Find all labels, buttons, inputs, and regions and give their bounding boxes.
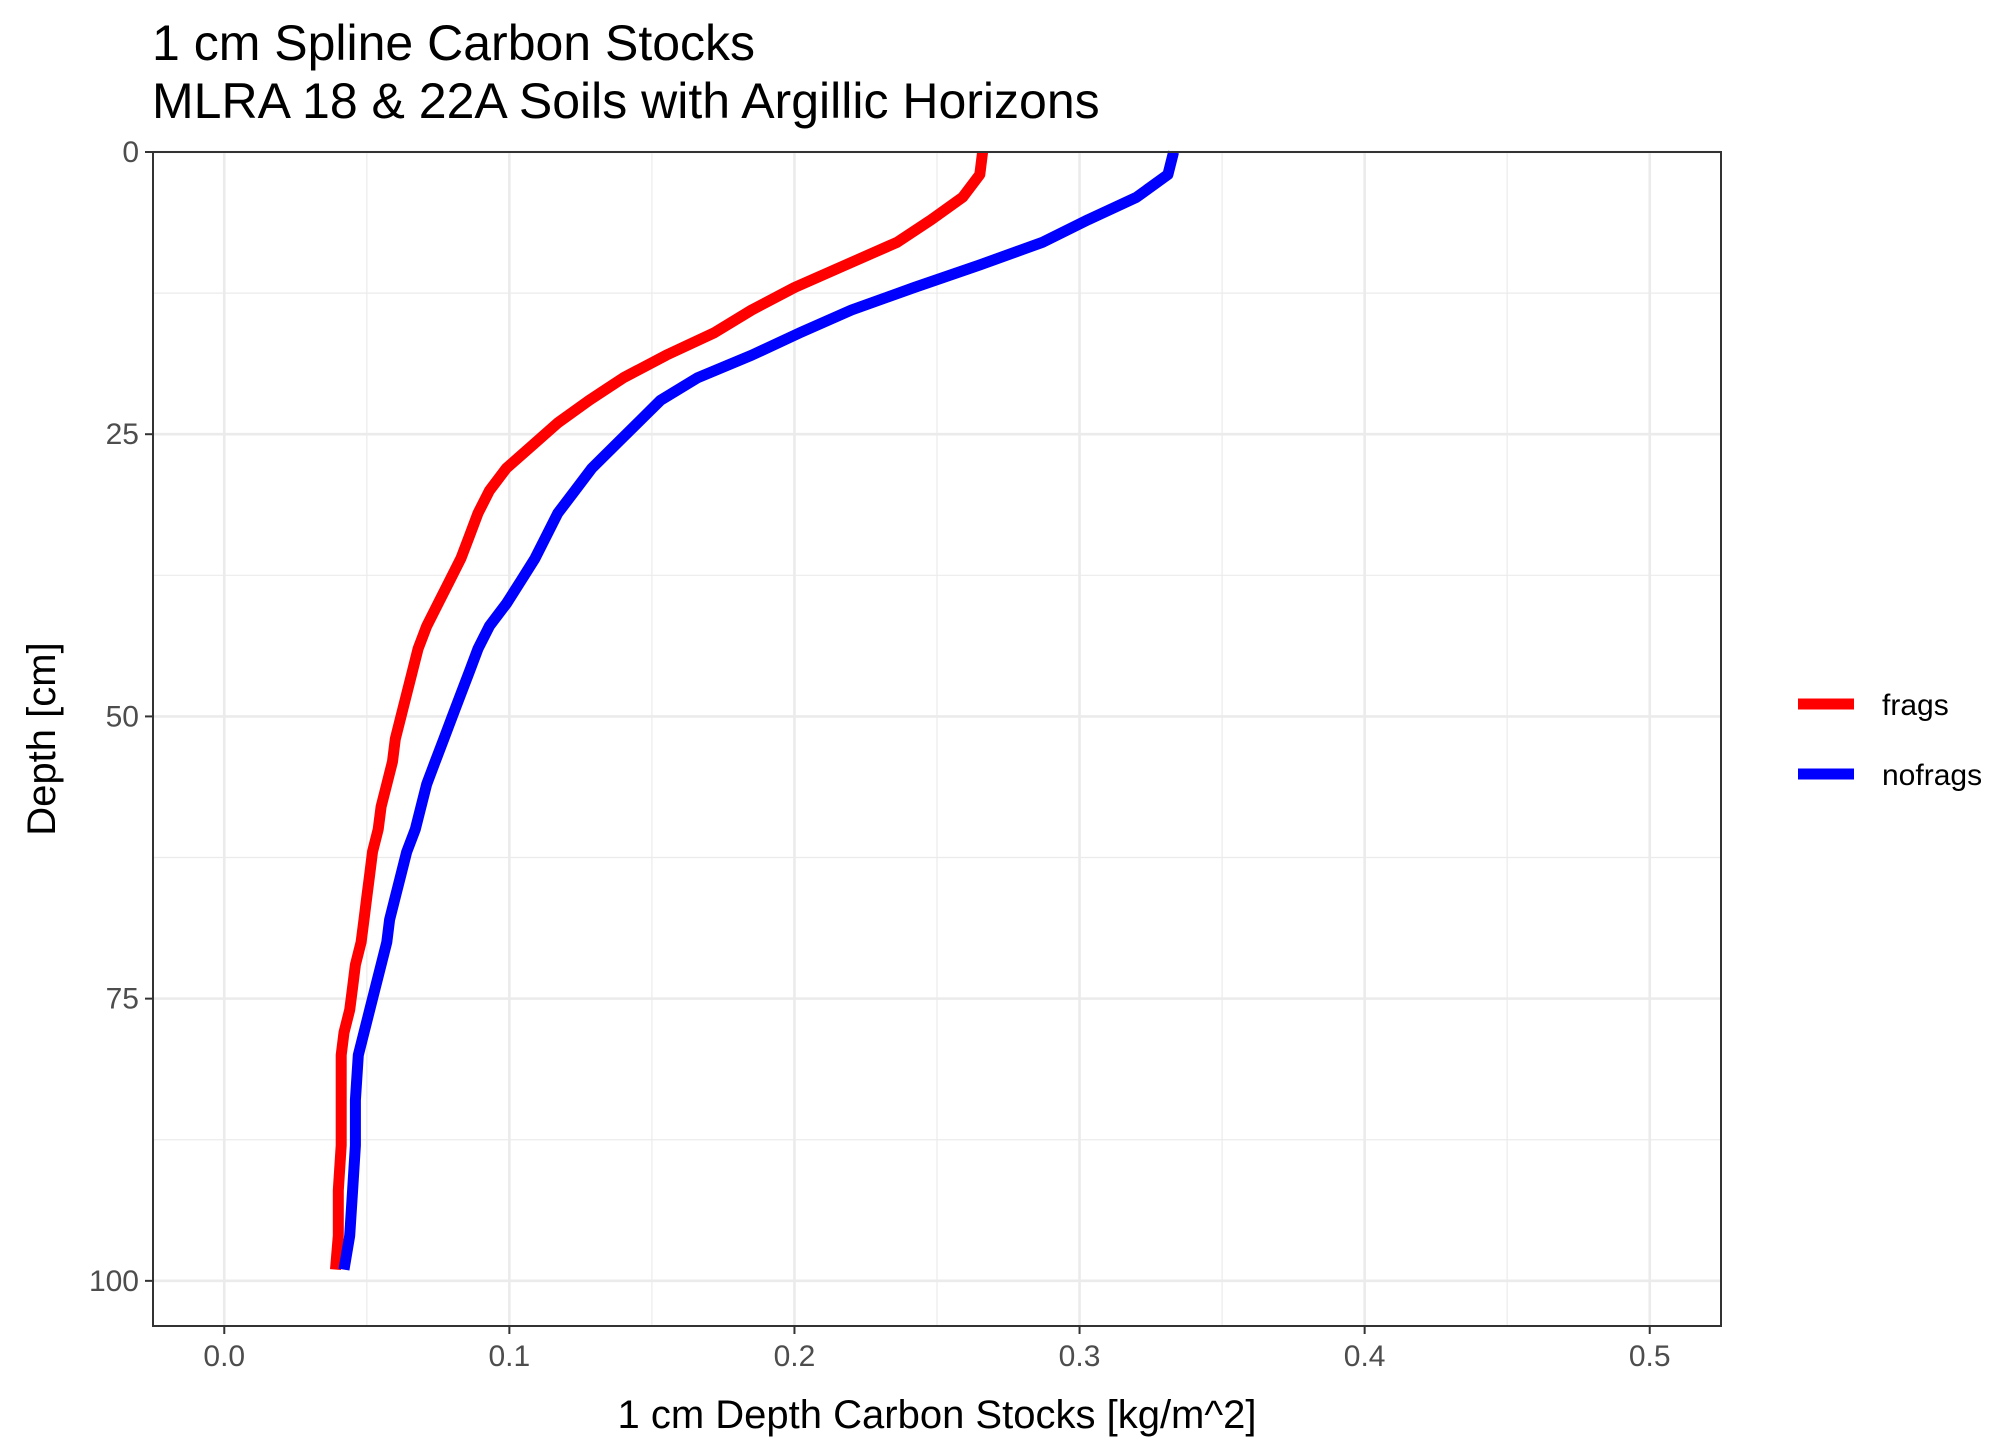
y-axis-title: Depth [cm]: [20, 642, 64, 835]
y-tick-label: 50: [106, 700, 139, 733]
chart-subtitle: MLRA 18 & 22A Soils with Argillic Horizo…: [152, 73, 1100, 129]
x-tick-label: 0.4: [1344, 1340, 1386, 1373]
y-axis: 0 25 50 75 100: [89, 136, 153, 1298]
series-line-frags: [330, 151, 989, 1271]
y-tick-label: 0: [122, 136, 139, 169]
series-lines: [330, 150, 1179, 1271]
legend: frags nofrags: [1798, 689, 1982, 792]
x-tick-label: 0.0: [203, 1340, 245, 1373]
grid: [153, 150, 1721, 1326]
x-tick-label: 0.1: [489, 1340, 531, 1373]
legend-label-nofrags: nofrags: [1882, 759, 1982, 792]
y-tick-label: 25: [106, 418, 139, 451]
series-line-nofrags: [338, 150, 1179, 1271]
chart-title: 1 cm Spline Carbon Stocks: [152, 15, 755, 71]
x-axis: 0.0 0.1 0.2 0.3 0.4 0.5: [203, 1326, 1671, 1373]
x-tick-label: 0.5: [1629, 1340, 1671, 1373]
x-tick-label: 0.3: [1059, 1340, 1101, 1373]
plot-panel-border: [152, 151, 1722, 1327]
x-axis-title: 1 cm Depth Carbon Stocks [kg/m^2]: [617, 1393, 1256, 1437]
y-tick-label: 100: [89, 1265, 139, 1298]
legend-label-frags: frags: [1882, 689, 1949, 722]
y-tick-label: 75: [106, 983, 139, 1016]
x-tick-label: 0.2: [774, 1340, 816, 1373]
